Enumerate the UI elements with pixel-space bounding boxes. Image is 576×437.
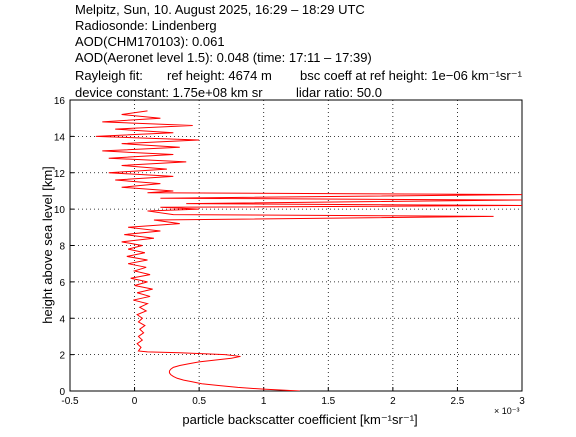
x-tick-label: 3 (519, 396, 525, 407)
x-axis-label: particle backscatter coefficient [km⁻¹sr… (182, 412, 417, 427)
info-text: lidar ratio: 50.0 (296, 85, 382, 100)
info-text: ref height: 4674 m (167, 68, 272, 83)
x-multiplier: × 10⁻³ (494, 406, 520, 416)
x-tick-label: 1 (261, 396, 267, 407)
profile-line (95, 110, 522, 391)
y-axis-label: height above sea level [km] (40, 166, 55, 324)
info-text: device constant: 1.75e+08 km sr (75, 85, 263, 100)
y-tick-label: 4 (59, 314, 65, 325)
header-line: AOD(CHM170103): 0.061 (75, 34, 225, 49)
y-tick-label: 12 (54, 169, 66, 180)
x-tick-label: 0.5 (192, 396, 206, 407)
info-text: Rayleigh fit: (75, 68, 143, 83)
y-tick-label: 6 (59, 278, 65, 289)
x-tick-label: 1.5 (321, 396, 335, 407)
x-tick-label: 2 (390, 396, 396, 407)
header-line: Radiosonde: Lindenberg (75, 18, 217, 33)
x-tick-label: 2.5 (450, 396, 464, 407)
y-tick-label: 10 (54, 205, 66, 216)
info-text: bsc coeff at ref height: 1e−06 km⁻¹sr⁻¹ (300, 68, 523, 83)
x-tick-label: -0.5 (61, 396, 79, 407)
y-tick-label: 16 (54, 96, 66, 107)
y-tick-label: 2 (59, 351, 65, 362)
header-line: Melpitz, Sun, 10. August 2025, 16:29 – 1… (75, 2, 365, 17)
y-tick-label: 8 (59, 242, 65, 253)
y-tick-label: 0 (59, 387, 65, 398)
header-line: AOD(Aeronet level 1.5): 0.048 (time: 17:… (75, 50, 372, 65)
y-tick-label: 14 (54, 132, 66, 143)
x-tick-label: 0 (132, 396, 138, 407)
